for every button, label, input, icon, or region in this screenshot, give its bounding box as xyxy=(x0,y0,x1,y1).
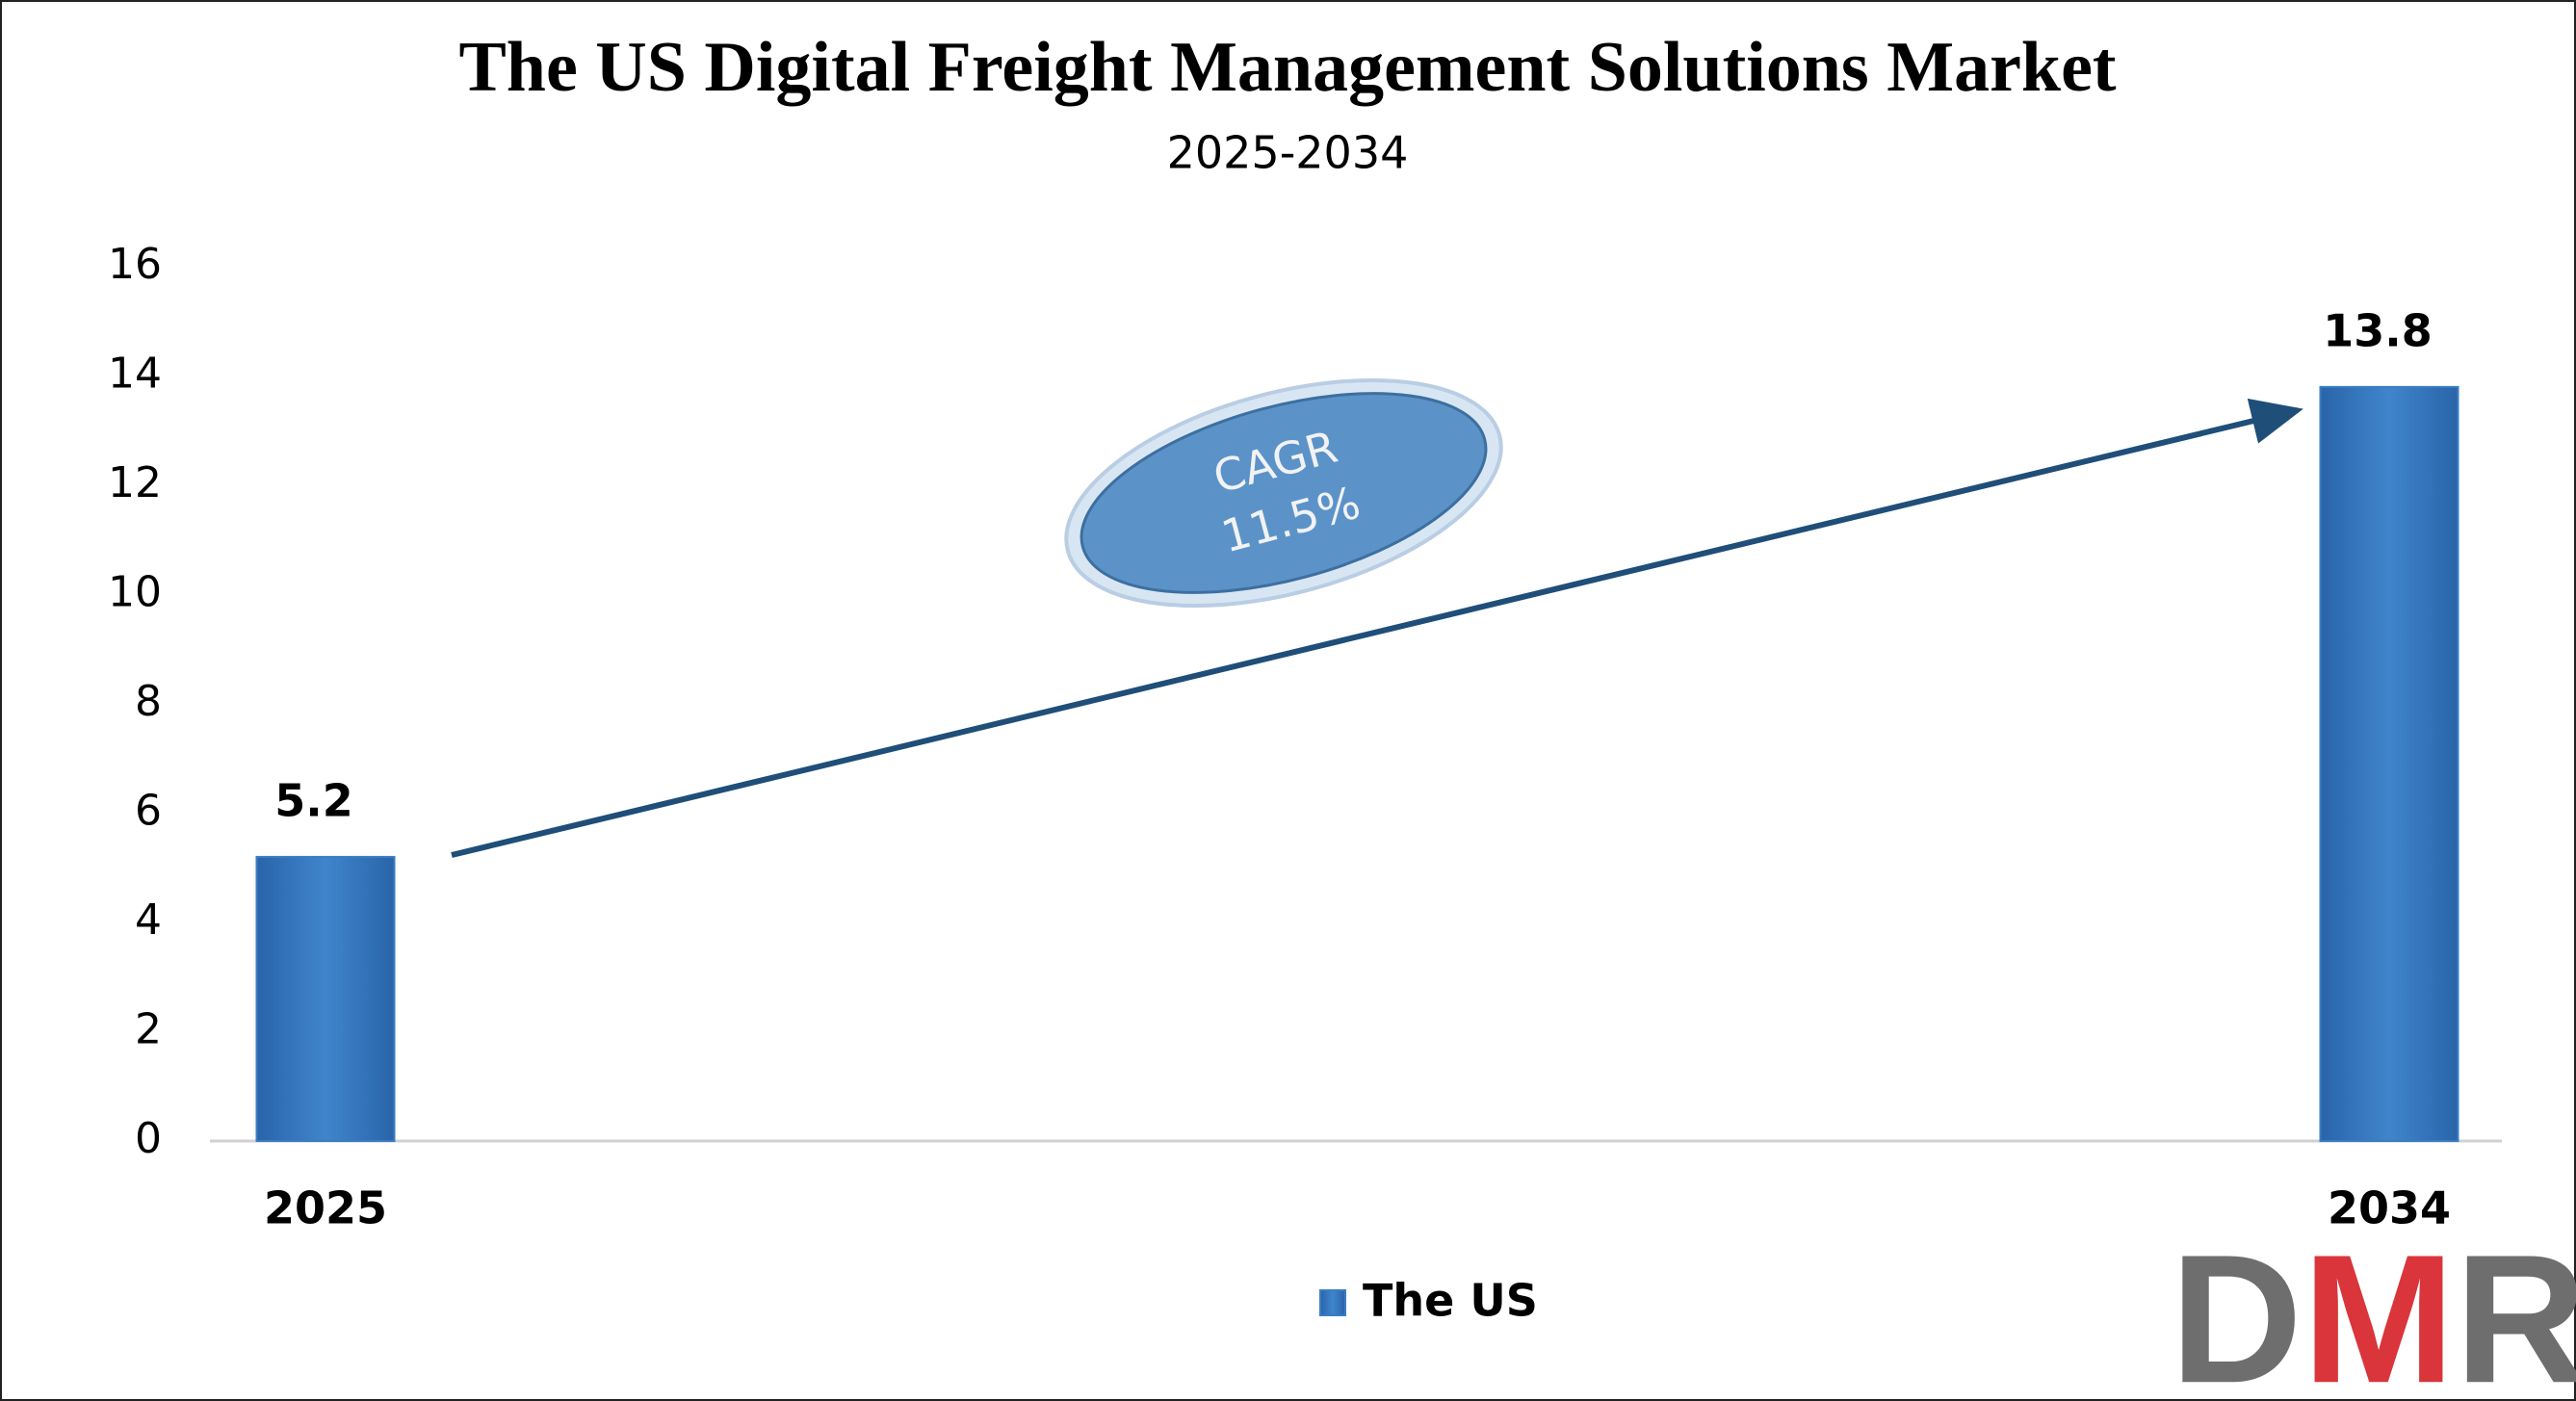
y-tick-label: 6 xyxy=(135,787,162,836)
trend-arrow xyxy=(451,398,2303,858)
y-tick-label: 10 xyxy=(108,568,162,617)
logo: DMR xyxy=(2171,1217,2576,1401)
y-tick-label: 12 xyxy=(108,458,162,507)
y-tick-label: 2 xyxy=(135,1005,162,1054)
bar xyxy=(2319,385,2459,1143)
chart-title: The US Digital Freight Management Soluti… xyxy=(458,28,2116,107)
value-label: 13.8 xyxy=(2323,304,2433,356)
bar xyxy=(255,855,396,1143)
chart-subtitle: 2025-2034 xyxy=(1167,127,1409,179)
legend-label: The US xyxy=(1363,1275,1538,1327)
x-tick-label: 2025 xyxy=(264,1182,387,1234)
y-tick-label: 4 xyxy=(135,895,162,945)
y-tick-label: 14 xyxy=(108,350,162,399)
value-label: 5.2 xyxy=(274,774,353,826)
cagr-ellipse xyxy=(1080,392,1488,594)
cagr-bubble: CAGR 11.5% xyxy=(1064,377,1503,609)
y-tick-label: 8 xyxy=(135,677,162,726)
legend-swatch xyxy=(1319,1289,1346,1316)
y-tick-label: 16 xyxy=(108,240,162,289)
y-tick-label: 0 xyxy=(135,1114,162,1163)
x-tick-label: 2034 xyxy=(2328,1182,2451,1234)
